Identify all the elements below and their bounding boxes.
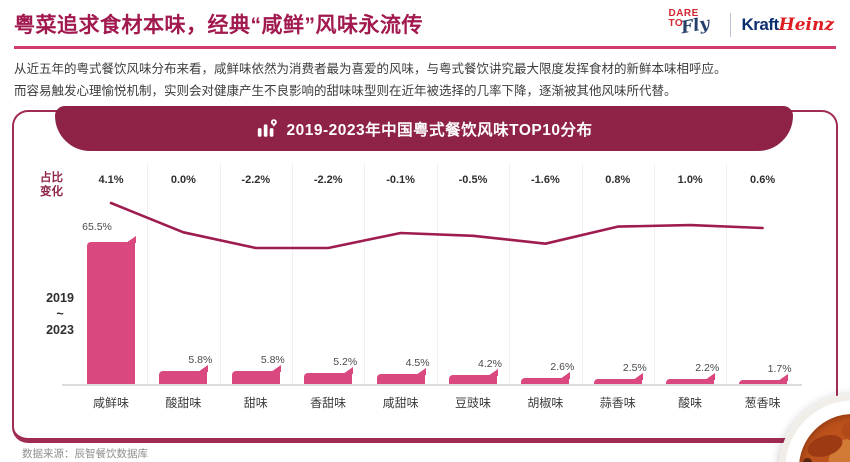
period-axis-label: 2019 ~ 2023 — [36, 290, 84, 338]
grid-line — [654, 164, 655, 384]
brand-logos: DARE TO Fly Kraft Heinz — [668, 9, 834, 41]
title-underline — [14, 46, 836, 49]
dare-text: DARE — [668, 8, 699, 19]
kraft-wordmark: Kraft — [741, 15, 779, 34]
dare-to-fly-logo: DARE TO Fly — [668, 9, 720, 41]
bar-酸甜味 — [159, 365, 209, 384]
grid-line — [292, 164, 293, 384]
bar-胡椒味 — [521, 372, 571, 384]
bar-value-label: 1.7% — [767, 363, 792, 376]
bar-甜味 — [231, 365, 281, 384]
category-label-酸甜味: 酸甜味 — [165, 396, 202, 410]
change-value: 1.0% — [677, 174, 703, 186]
bar-value-label: 2.5% — [622, 361, 647, 374]
bar-value-label: 4.2% — [478, 357, 502, 370]
grid-line — [726, 164, 728, 384]
bar-value-label: 5.8% — [260, 354, 285, 367]
intro-line-1: 从近五年的粤式餐饮风味分布来看，咸鲜味依然为消费者最为喜爱的风味，与粤式餐饮讲究… — [14, 62, 727, 76]
change-label-line1: 占比 — [40, 172, 63, 184]
change-value: 0.6% — [750, 174, 776, 186]
change-label-line2: 变化 — [40, 186, 63, 198]
bar-value-label: 5.8% — [188, 354, 213, 367]
food-chunk — [804, 430, 846, 462]
category-label-咸鲜味: 咸鲜味 — [92, 396, 129, 410]
logo-divider — [730, 13, 732, 37]
bar-豆豉味 — [449, 368, 498, 384]
category-label-胡椒味: 胡椒味 — [527, 396, 564, 410]
grid-line — [581, 164, 583, 384]
category-label-咸甜味: 咸甜味 — [382, 396, 419, 410]
period-end-year: 2023 — [46, 323, 74, 337]
braised-dish-image — [799, 414, 850, 462]
page-title: 粤菜追求食材本味，经典“咸鲜”风味永流传 — [14, 14, 423, 37]
intro-paragraph: 从近五年的粤式餐饮风味分布来看，咸鲜味依然为消费者最为喜爱的风味，与粤式餐饮讲究… — [14, 58, 836, 102]
fly-script-text: Fly — [679, 13, 712, 39]
bar-酸味 — [666, 373, 716, 384]
data-source-note: 数据来源：辰智餐饮数据库 — [22, 448, 148, 460]
category-label-豆豉味: 豆豉味 — [454, 396, 491, 410]
change-value: -0.1% — [386, 174, 415, 186]
bar-value-label: 2.2% — [695, 362, 720, 375]
x-axis-baseline — [62, 384, 802, 386]
intro-line-2: 而容易触发心理愉悦机制，实则会对健康产生不良影响的甜味味型则在近年被选择的几率下… — [14, 84, 677, 98]
chart-card — [12, 110, 838, 443]
change-axis-label: 占比 变化 — [40, 171, 72, 199]
bar-葱香味 — [738, 374, 788, 384]
grid-line — [509, 164, 511, 384]
change-value: -0.5% — [458, 174, 488, 186]
category-label-香甜味: 香甜味 — [310, 396, 347, 410]
bar-香甜味 — [304, 366, 354, 384]
kraftheinz-logo: Kraft Heinz — [741, 15, 834, 35]
change-value: -2.2% — [241, 174, 271, 186]
category-label-甜味: 甜味 — [243, 396, 268, 410]
change-value: -2.2% — [313, 174, 343, 186]
period-start-year: 2019 — [46, 291, 74, 305]
change-value: 4.1% — [98, 174, 124, 186]
to-text: TO — [668, 18, 684, 29]
grid-line — [219, 164, 221, 384]
bar-value-label: 65.5% — [82, 221, 112, 233]
bar-蒜香味 — [593, 372, 643, 384]
grid-line — [436, 164, 438, 384]
heinz-wordmark: Heinz — [778, 15, 834, 35]
category-label-蒜香味: 蒜香味 — [599, 396, 636, 410]
bar-value-label: 4.5% — [405, 357, 430, 370]
bar-value-label: 2.6% — [550, 361, 575, 374]
change-value: -1.6% — [531, 174, 560, 186]
change-value: 0.0% — [170, 174, 196, 186]
chart-banner: 2019-2023年中国粤式餐饮风味TOP10分布 — [55, 106, 793, 151]
grid-line — [364, 164, 366, 384]
change-value: 0.8% — [605, 174, 631, 186]
period-tilde: ~ — [56, 307, 64, 321]
bar-咸甜味 — [376, 368, 426, 384]
map-pin-chart-icon — [257, 118, 277, 137]
category-label-酸味: 酸味 — [678, 396, 703, 410]
bar-咸鲜味 — [87, 235, 136, 384]
chart-title: 2019-2023年中国粤式餐饮风味TOP10分布 — [286, 121, 593, 139]
grid-line — [147, 164, 149, 384]
star-anise — [803, 458, 812, 462]
bar-value-label: 5.2% — [333, 355, 358, 368]
category-label-葱香味: 葱香味 — [744, 396, 781, 410]
